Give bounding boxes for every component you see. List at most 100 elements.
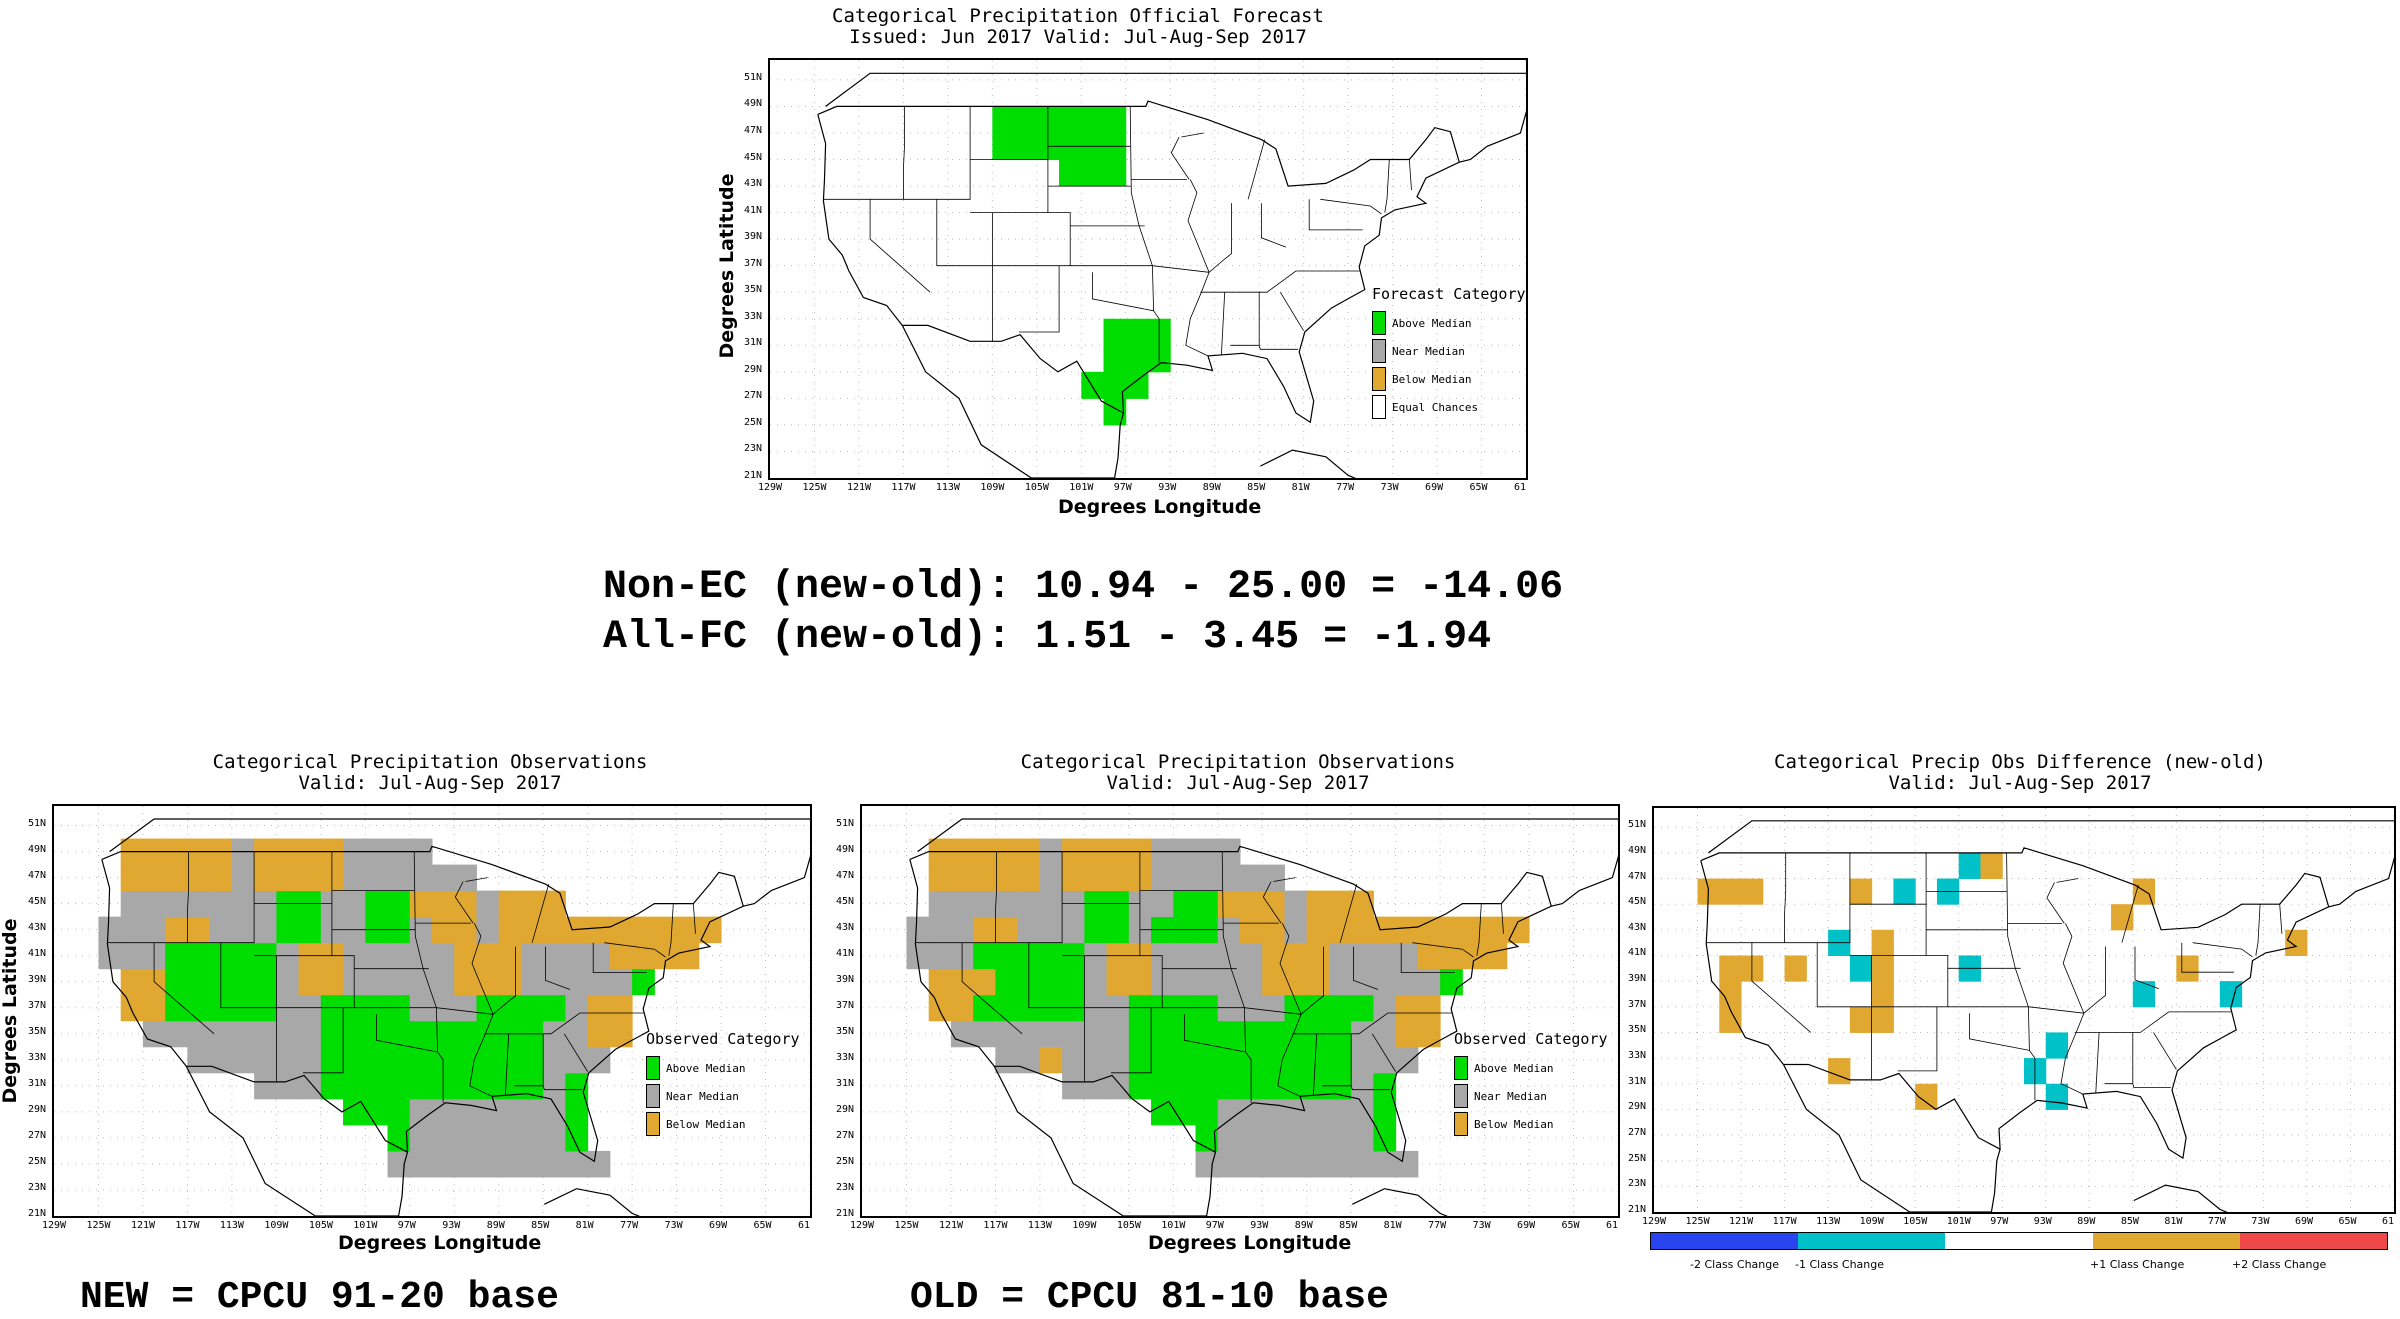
category-cell bbox=[1351, 1072, 1374, 1100]
state-border bbox=[413, 851, 444, 1103]
category-cell bbox=[1351, 968, 1374, 996]
category-cell bbox=[98, 942, 122, 970]
category-cell bbox=[1373, 1098, 1397, 1126]
category-cell bbox=[1125, 371, 1149, 399]
state-border bbox=[1339, 883, 1358, 943]
legend-label: Near Median bbox=[1392, 344, 1465, 358]
canada-outline bbox=[1708, 820, 2394, 908]
category-cell bbox=[365, 864, 389, 892]
state-border bbox=[1316, 1012, 1453, 1035]
category-cell bbox=[231, 1020, 255, 1048]
category-cell bbox=[298, 1072, 322, 1100]
category-cell bbox=[1103, 159, 1127, 187]
category-cell bbox=[432, 942, 455, 970]
category-cell bbox=[2111, 904, 2134, 931]
state-border bbox=[1897, 1006, 1938, 1072]
category-cell bbox=[165, 1020, 188, 1048]
category-cell bbox=[1014, 106, 1038, 134]
state-border bbox=[1111, 1007, 1152, 1074]
state-border bbox=[1181, 132, 1204, 138]
state-border bbox=[1816, 942, 2084, 1014]
lat-tick-label: 35N bbox=[28, 1025, 47, 1037]
state-border bbox=[505, 1033, 510, 1096]
state-border bbox=[1476, 903, 1482, 956]
category-cell bbox=[520, 1046, 544, 1074]
state-border bbox=[1384, 159, 1390, 213]
lat-tick-label: 47N bbox=[28, 869, 47, 881]
forecast-title: Categorical Precipitation Official Forec… bbox=[768, 6, 1388, 48]
category-cell bbox=[432, 916, 455, 944]
category-cell bbox=[165, 942, 188, 970]
category-cell bbox=[1262, 1020, 1285, 1048]
obs-old-title: Categorical Precipitation Observations V… bbox=[858, 752, 1618, 794]
lon-tick-label: 105W bbox=[1903, 1216, 1928, 1227]
category-cell bbox=[995, 968, 1019, 996]
forecast-xlabel: Degrees Longitude bbox=[1058, 496, 1262, 518]
category-cell bbox=[343, 1072, 366, 1100]
legend-swatch bbox=[1372, 367, 1386, 391]
category-cell bbox=[1195, 864, 1219, 892]
category-cell bbox=[476, 1072, 500, 1100]
lon-tick-label: 89W bbox=[486, 1220, 505, 1231]
lon-tick-label: 61 bbox=[1606, 1220, 1619, 1231]
map-canvas bbox=[862, 806, 1618, 1216]
category-cell bbox=[587, 968, 611, 996]
state-border bbox=[2083, 946, 2107, 1014]
colorbar-segment bbox=[2092, 1233, 2240, 1249]
category-cell bbox=[543, 942, 566, 970]
category-cell bbox=[1240, 864, 1263, 892]
category-cell bbox=[1103, 106, 1127, 134]
category-cell bbox=[365, 968, 389, 996]
lon-tick-label: 121W bbox=[846, 482, 872, 493]
canada-outline bbox=[109, 818, 810, 907]
category-cell bbox=[454, 864, 477, 892]
obs-old-title-line1: Categorical Precipitation Observations bbox=[1020, 751, 1456, 773]
state-border bbox=[823, 106, 971, 200]
category-cell bbox=[1284, 1098, 1308, 1126]
lon-tick-label: 109W bbox=[1859, 1216, 1884, 1227]
category-cell bbox=[1351, 1098, 1374, 1126]
category-cell bbox=[454, 1150, 477, 1178]
category-cell bbox=[1849, 955, 1873, 982]
category-cell bbox=[1351, 916, 1374, 944]
state-border bbox=[1350, 1085, 1391, 1091]
legend-label: Equal Chances bbox=[1392, 400, 1479, 414]
lat-tick-label: 51N bbox=[1628, 819, 1647, 831]
category-cell bbox=[1240, 994, 1263, 1022]
category-cell bbox=[498, 942, 522, 970]
category-cell bbox=[365, 1046, 389, 1074]
category-cell bbox=[1151, 1072, 1174, 1100]
state-border bbox=[1028, 942, 1302, 1015]
category-cell bbox=[1195, 1150, 1219, 1178]
lon-tick-label: 89W bbox=[1202, 482, 1221, 493]
category-cell bbox=[928, 942, 952, 970]
category-cell bbox=[587, 1150, 611, 1178]
lat-tick-label: 41N bbox=[1628, 947, 1647, 959]
category-cell bbox=[1240, 968, 1263, 996]
category-cell bbox=[520, 1150, 544, 1178]
cuba-outline bbox=[1352, 1188, 1449, 1216]
category-cell bbox=[387, 968, 411, 996]
category-cell bbox=[1395, 1046, 1419, 1074]
category-cell bbox=[1328, 890, 1352, 918]
lon-tick-label: 129W bbox=[758, 482, 783, 493]
category-cell bbox=[1017, 890, 1041, 918]
category-cell bbox=[1351, 1046, 1374, 1074]
state-border bbox=[936, 199, 1210, 273]
category-cell bbox=[387, 864, 411, 892]
category-cell bbox=[995, 890, 1019, 918]
category-cell bbox=[1328, 1150, 1352, 1178]
category-cell bbox=[1262, 1150, 1285, 1178]
category-cell bbox=[565, 1020, 589, 1048]
category-cell bbox=[1062, 1046, 1085, 1074]
category-cell bbox=[409, 1020, 433, 1048]
category-cell bbox=[950, 890, 974, 918]
state-border bbox=[2104, 1032, 2134, 1085]
category-cell bbox=[187, 968, 211, 996]
state-border bbox=[1047, 106, 1071, 266]
lon-tick-label: 121W bbox=[938, 1220, 964, 1231]
legend-item: Near Median bbox=[1372, 337, 1526, 365]
category-cell bbox=[543, 1150, 566, 1178]
lon-tick-label: 101W bbox=[1946, 1216, 1971, 1227]
lat-tick-label: 21N bbox=[28, 1208, 47, 1219]
